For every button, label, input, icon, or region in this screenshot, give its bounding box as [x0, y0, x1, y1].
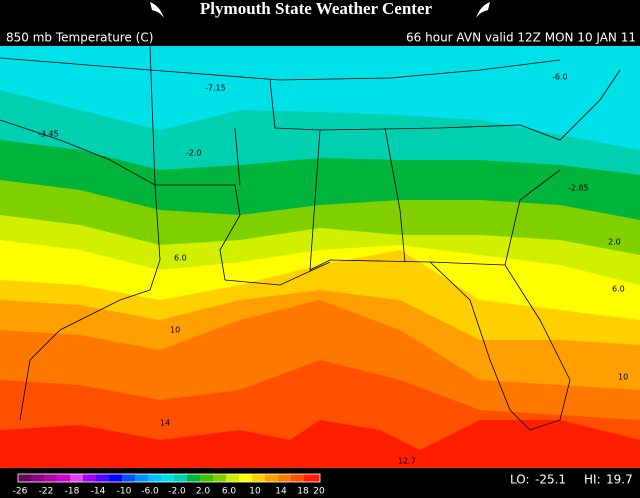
contour-label: -3.45 [38, 130, 59, 139]
contour-label: 10 [618, 373, 628, 382]
colorbar-label: 2.0 [196, 487, 211, 497]
contour-labels: -7.15 -6.0 -3.45 -2.0 -2.85 2.0 6.0 6.0 … [38, 73, 628, 466]
contour-label: 10 [170, 326, 180, 335]
colorbar [17, 473, 321, 483]
contour-label: 6.0 [174, 254, 187, 263]
contour-label: -7.15 [205, 84, 226, 93]
colorbar-label: -14 [91, 487, 106, 497]
colorbar-label: 20 [313, 487, 325, 497]
contour-label: -2.85 [568, 184, 589, 193]
lo-value: -25.1 [535, 473, 566, 487]
colorbar-label: -6.0 [141, 487, 159, 497]
contour-label: -2.0 [186, 149, 202, 158]
colorbar-label: -26 [13, 487, 28, 497]
contour-label: 14 [160, 419, 170, 428]
hi-label: HI: [584, 473, 601, 487]
contour-label: -6.0 [552, 73, 568, 82]
state-borders [0, 45, 621, 431]
header-logos [150, 2, 490, 18]
contour-label: 6.0 [612, 285, 625, 294]
colorbar-label: -18 [65, 487, 80, 497]
hi-value: 19.7 [606, 473, 633, 487]
valid-time: 66 hour AVN valid 12Z MON 10 JAN 11 [406, 31, 636, 45]
colorbar-label: -2.0 [168, 487, 186, 497]
contour-label: 2.0 [608, 238, 621, 247]
lo-label: LO: [510, 473, 530, 487]
colorbar-label: 6.0 [222, 487, 237, 497]
product-label: 850 mb Temperature (C) [6, 31, 153, 45]
colorbar-label: -10 [117, 487, 132, 497]
header-title: Plymouth State Weather Center [200, 0, 433, 18]
colorbar-label: 14 [275, 487, 287, 497]
colorbar-label: 18 [297, 487, 309, 497]
contour-label: 12.7 [398, 457, 416, 466]
colorbar-labels: -26 -22 -18 -14 -10 -6.0 -2.0 2.0 6.0 10… [13, 487, 325, 497]
extremes: LO: -25.1 HI: 19.7 [510, 473, 633, 487]
temperature-map [0, 46, 640, 468]
colorbar-label: -22 [39, 487, 54, 497]
colorbar-label: 10 [249, 487, 261, 497]
